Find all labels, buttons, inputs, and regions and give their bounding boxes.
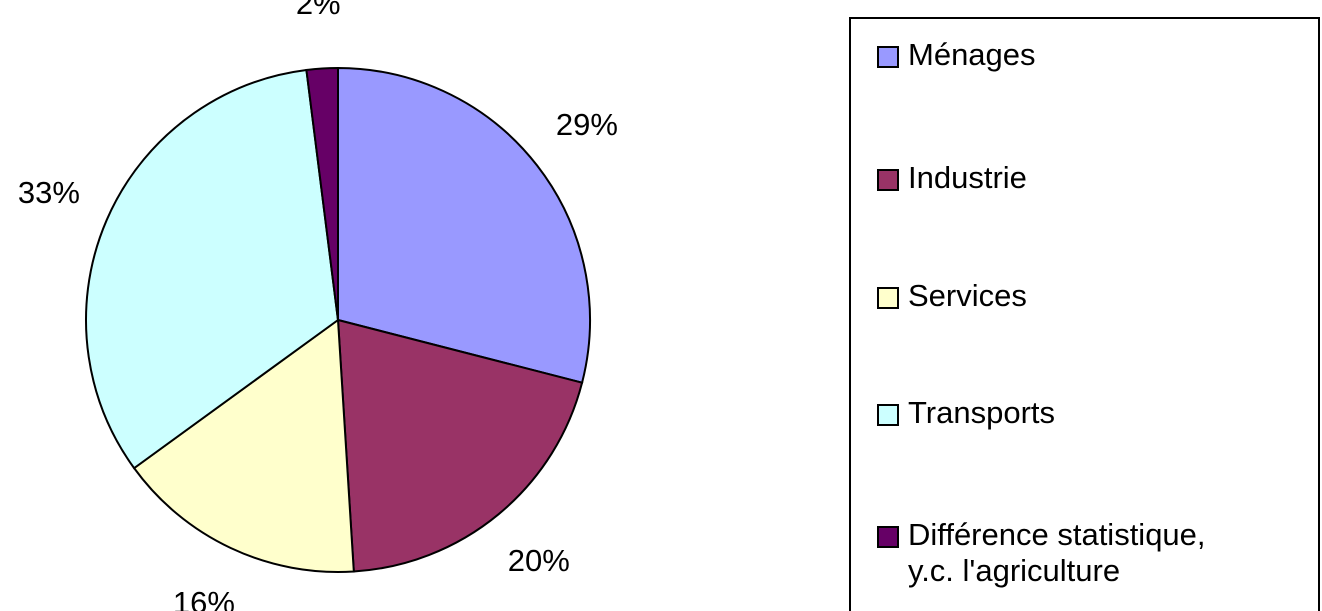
pie-slice [85,68,340,470]
legend-swatch [877,526,899,548]
legend-label: Industrie [908,160,1027,195]
legend-swatch [877,169,899,191]
pie-slice [337,66,591,384]
pie-slice [305,66,339,321]
legend-box [849,17,1320,611]
pie-slice [336,318,584,573]
pie-slice [132,318,355,573]
legend-label: Différence statistique, y.c. l'agricultur… [908,517,1206,588]
data-label: 20% [508,543,570,578]
legend-swatch [877,46,899,68]
data-label: 29% [556,107,618,142]
legend-label: Transports [908,395,1055,430]
data-label: 33% [18,175,80,210]
legend-swatch [877,404,899,426]
data-label: 16% [173,585,235,611]
legend-swatch [877,287,899,309]
legend-label: Services [908,278,1027,313]
data-label: 2% [296,0,341,21]
legend-label: Ménages [908,37,1036,72]
